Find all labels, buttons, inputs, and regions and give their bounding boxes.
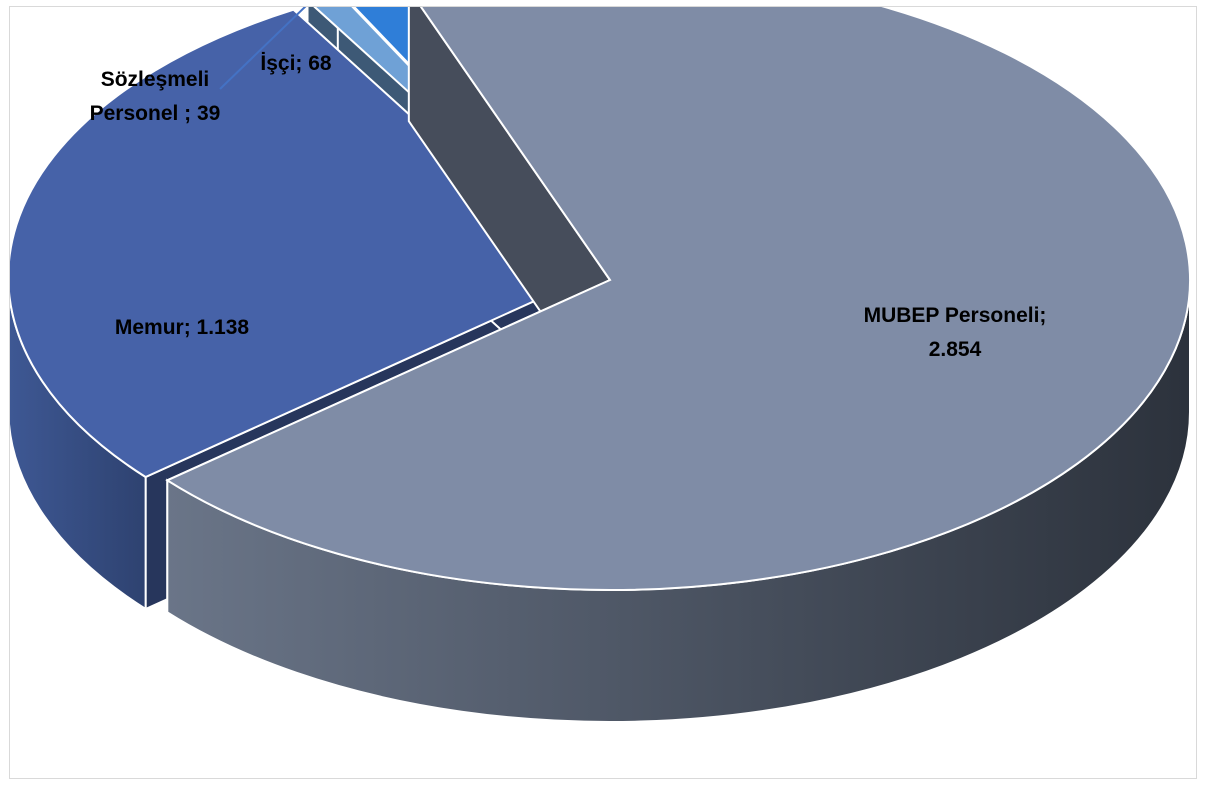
pie-chart: MUBEP Personeli; 2.854 Memur; 1.138 Sözleşm… [10,7,1191,723]
data-label-isci: İşçi; 68 [260,52,332,75]
chart-frame: MUBEP Personeli; 2.854 Memur; 1.138 Sözleşm… [9,6,1197,779]
pie-slice-mubep-personeli [165,7,1191,723]
leader-line-sozlesmeli-personel [219,7,307,90]
slice-top-mubep-personeli [165,7,1191,591]
data-label-mubep-personeli: MUBEP Personeli; 2.854 [864,304,1047,361]
data-label-memur: Memur; 1.138 [115,316,250,339]
data-label-sozlesmeli-personel: Sözleşmeli Personel ; 39 [90,68,221,125]
slice-top-memur [10,8,591,479]
slice-top-sozlesmeli-personel [313,7,604,269]
